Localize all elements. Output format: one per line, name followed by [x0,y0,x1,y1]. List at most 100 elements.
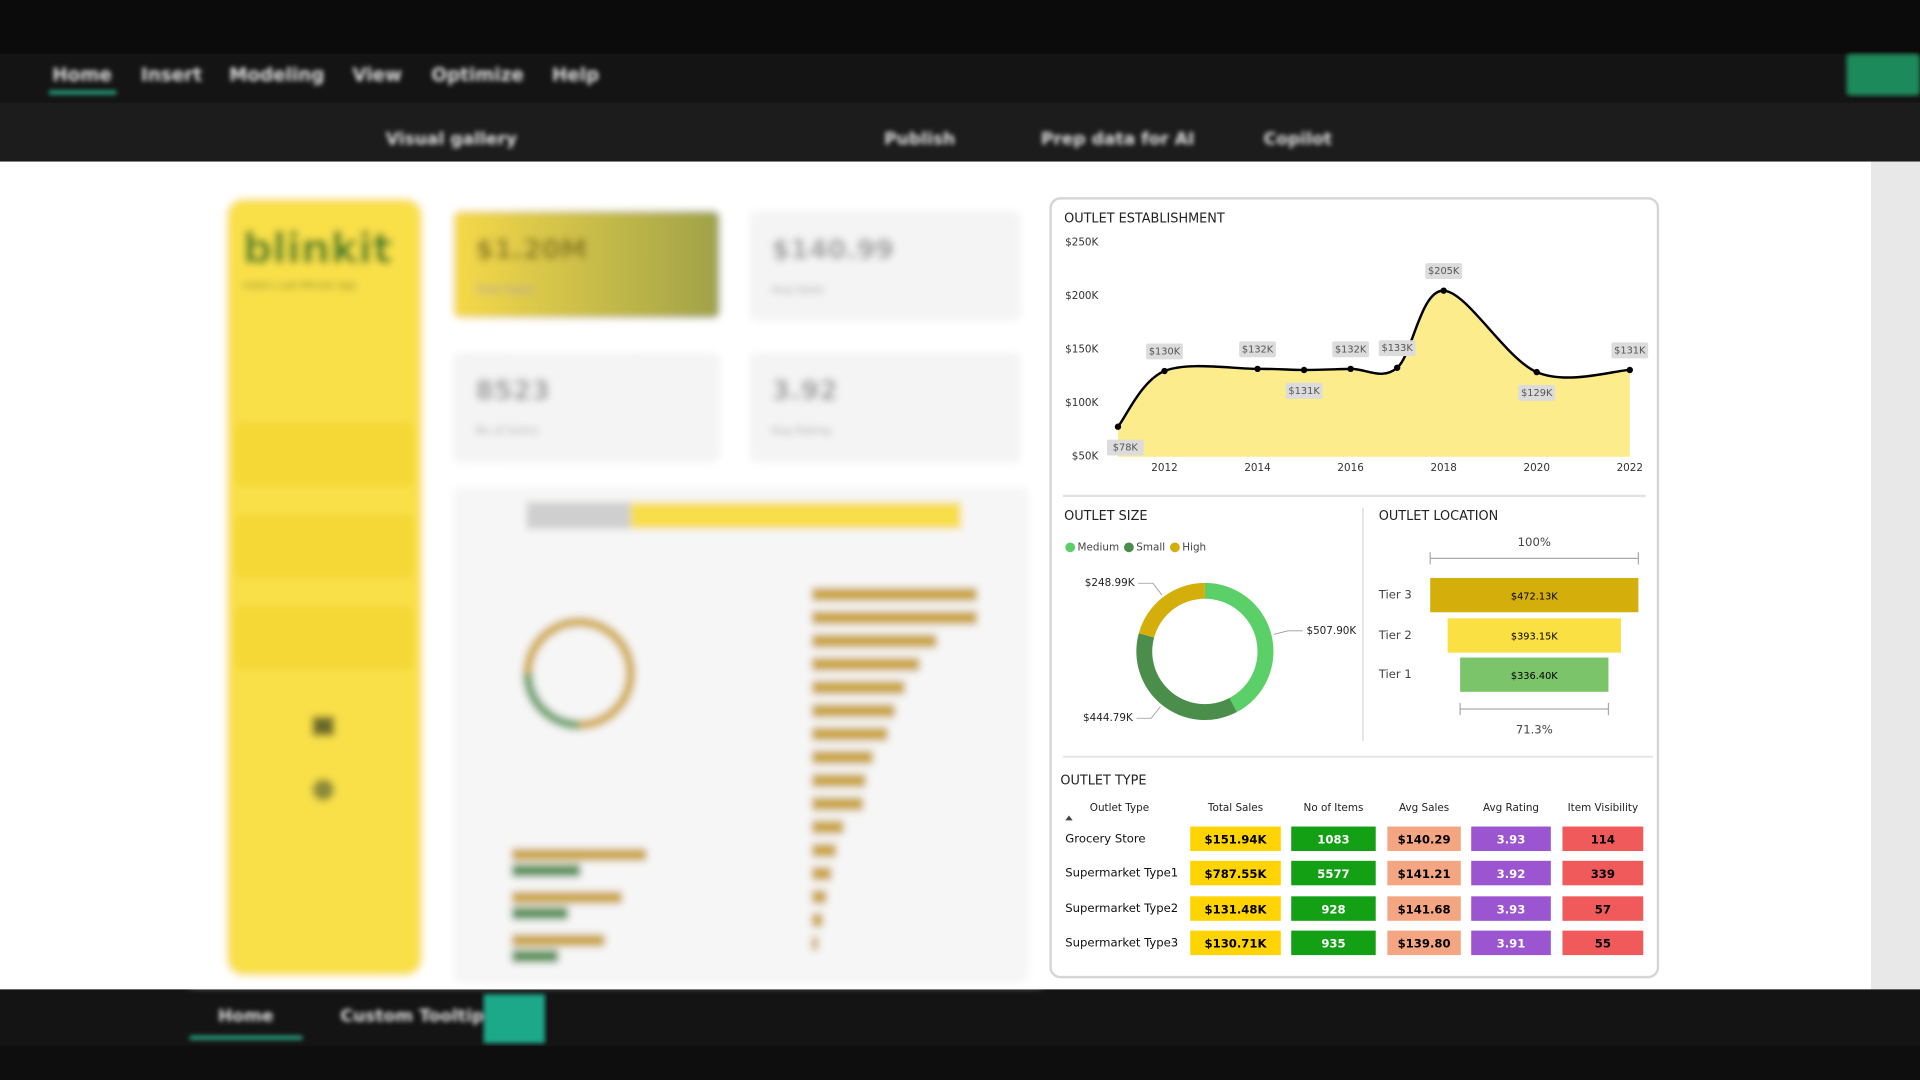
cell-bg [1291,930,1376,956]
toolbar-button[interactable]: Prep data for AI [1041,130,1195,150]
menu-tab[interactable]: View [352,65,402,86]
row-label: Grocery Store [1065,831,1145,845]
blurred-report-left: blinkit India's Last Minute App $1.20M Tota… [189,171,1041,986]
table-title: OUTLET TYPE [1060,774,1146,789]
slicer [235,606,413,670]
table-cell: $141.68 [1398,902,1451,916]
funnel-bar [1430,577,1639,613]
data-label: $336.40K [1511,671,1558,682]
data-label: $133K [1381,343,1413,354]
data-label-bg [1285,382,1323,399]
donut [522,673,580,730]
y-tick-label: $200K [1065,290,1099,302]
kpi-card [453,352,720,463]
kpi-value: $140.99 [771,235,894,266]
y-tick-label: $250K [1065,236,1099,248]
cell-bg [1291,826,1376,852]
cell-bg [1387,930,1461,956]
funnel-bracket [1459,702,1610,716]
point [1254,365,1261,373]
data-label-bg [1518,384,1556,401]
slicer [235,422,413,487]
y-tick-label: $50K [1072,451,1100,463]
data-label: $132K [1335,344,1367,355]
data-label: $393.15K [1511,632,1558,643]
data-label-bg [1425,263,1463,280]
donut-slice [1204,582,1274,713]
add-page-button[interactable] [483,994,545,1044]
donut-slice [1138,582,1205,638]
column-header[interactable]: Total Sales [1207,802,1263,814]
kpi-value: 3.92 [771,375,837,406]
funnel-top-label: 100% [1518,535,1551,549]
cell-bg [1471,896,1551,921]
kpi-label: Avg Sales [771,283,824,296]
cell-bg [1471,860,1551,886]
donut-slice [1136,633,1237,720]
data-label: $472.13K [1511,591,1558,602]
column-header[interactable]: No of Items [1304,802,1364,814]
kpi-label: Avg Rating [771,424,830,437]
row-label: Supermarket Type1 [1065,866,1178,880]
sidebar [226,198,423,976]
toolbar-button[interactable]: Publish [884,130,955,150]
data-label-bg [1611,342,1649,359]
share-button[interactable] [1846,53,1920,96]
legend-label: Medium [1078,541,1120,553]
table-cell: 114 [1591,833,1615,847]
menu-tab[interactable]: Optimize [431,65,523,86]
data-label: $130K [1149,346,1181,357]
data-label: $205K [1428,266,1460,277]
table-cell: 339 [1591,867,1615,881]
cell-bg [1387,860,1461,886]
menu-tab[interactable]: Insert [141,65,202,86]
data-label-bg [1239,341,1276,358]
x-tick-label: 2018 [1430,462,1456,474]
legend-label: High [1182,541,1206,553]
leader-line [1136,706,1161,719]
legend-dot [1124,542,1134,553]
toolbar-button[interactable]: Copilot [1264,130,1332,150]
menu-tab[interactable]: Help [552,65,599,86]
column-header[interactable]: Avg Sales [1399,802,1449,814]
kpi-card [749,352,1022,463]
toolbar-button[interactable]: Visual gallery [386,130,517,150]
data-label-bg [1332,341,1369,358]
table-cell: $787.55K [1205,867,1268,881]
ribbon [0,102,1920,162]
column-header[interactable]: Outlet Type [1090,802,1149,814]
cell-bg [1562,896,1644,921]
legend-dot [1065,542,1076,553]
page-tab[interactable]: Home [218,1006,274,1026]
kpi-card [749,210,1022,321]
column-header[interactable]: Item Visibility [1568,802,1639,814]
table-cell: $140.29 [1398,833,1451,847]
data-label: $78K [1113,443,1139,454]
bars [511,864,581,963]
leader-line [1138,582,1163,596]
table-cell: $139.80 [1398,937,1451,951]
legend-dot [1170,542,1180,553]
table-cell: 1083 [1317,833,1349,847]
data-label: $131K [1614,345,1646,356]
table-cell: 55 [1595,937,1611,951]
kpi-texts: blinkit India's Last Minute App $1.20M Tota… [242,224,894,437]
menu-tab[interactable]: Home [52,65,112,86]
line [1116,289,1630,428]
side-pane [1871,161,1920,990]
menu-tab[interactable]: Modeling [229,65,324,86]
table-cell: $151.94K [1205,833,1268,847]
y-tick-label: $100K [1065,397,1099,409]
legend-label: Small [1136,541,1165,553]
table-cell: 3.93 [1497,902,1526,916]
column-header[interactable]: Avg Rating [1483,802,1539,814]
point [1393,364,1401,371]
point [1440,287,1447,294]
table-cell: 3.93 [1497,833,1526,847]
table-cell: 3.92 [1497,867,1526,881]
page-tab[interactable]: Custom Tooltip [340,1006,484,1026]
cell-bg [1562,826,1644,852]
data-label: $248.99K [1085,577,1136,589]
point [1114,423,1122,430]
icon [312,716,335,736]
